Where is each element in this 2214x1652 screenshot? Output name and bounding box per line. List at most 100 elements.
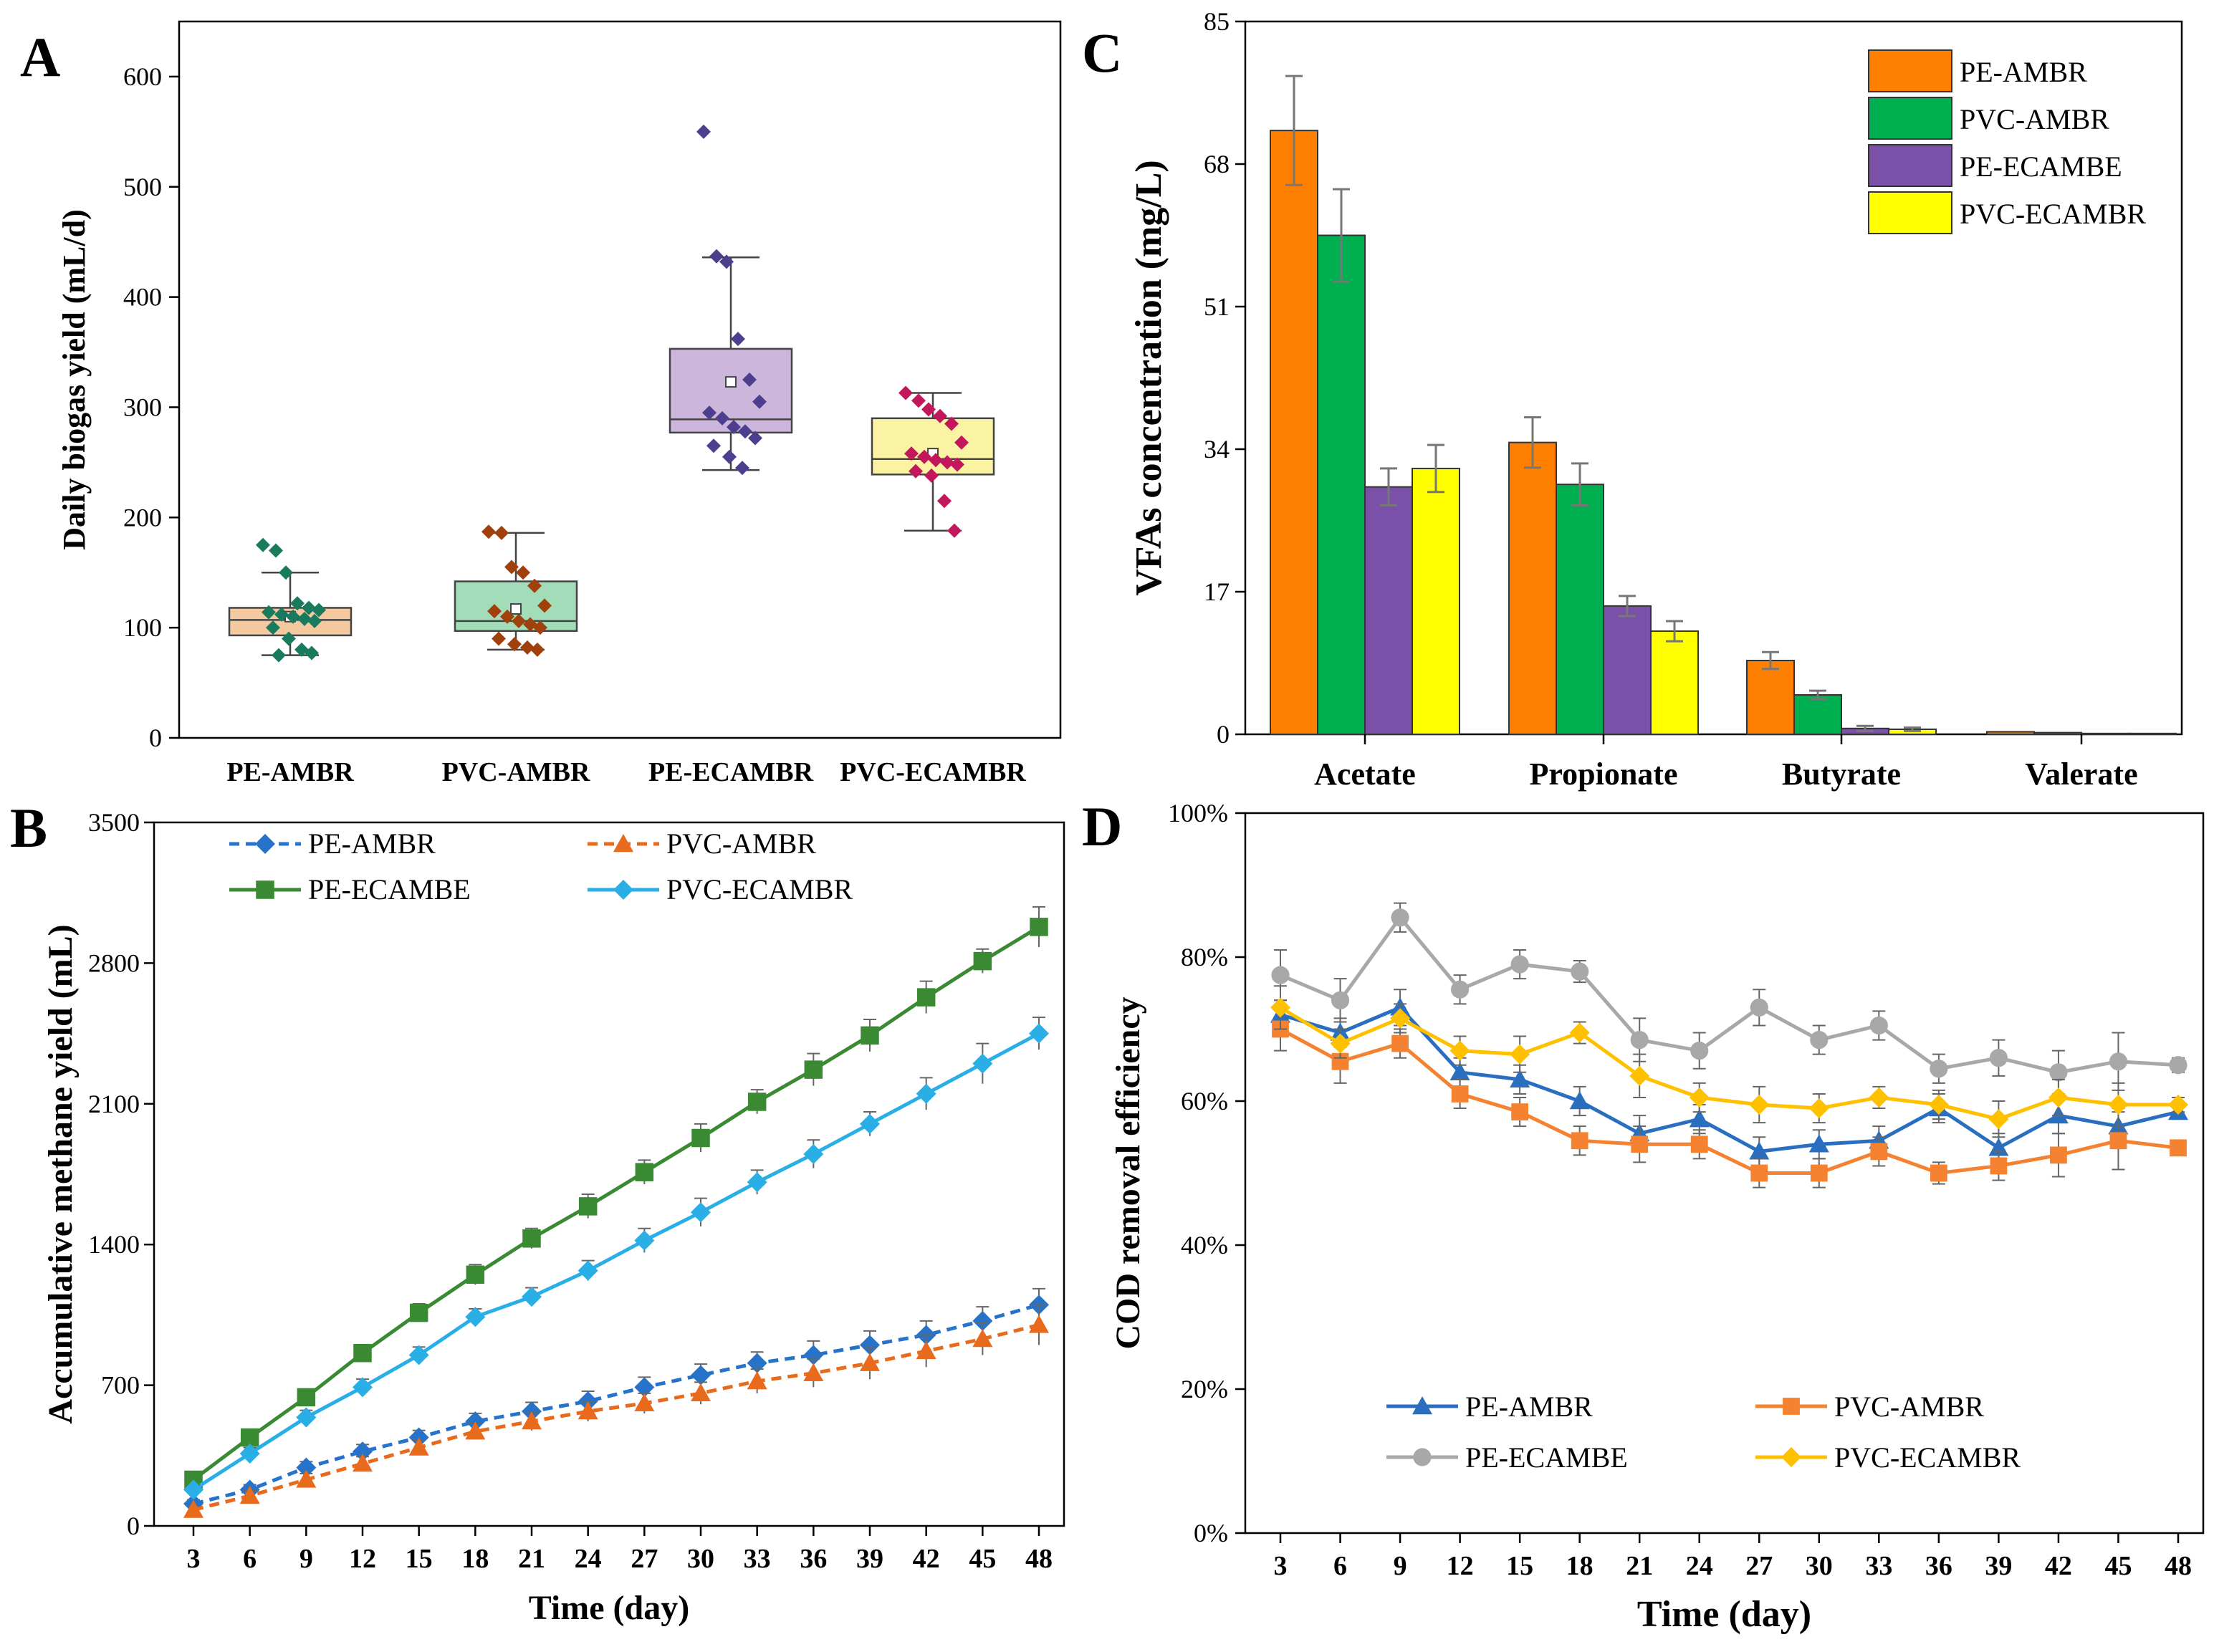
data-point [2108, 1095, 2129, 1115]
data-point [1270, 997, 1290, 1018]
x-tick-label: PE-ECAMBR [648, 757, 814, 787]
y-tick-label: 500 [123, 173, 162, 201]
data-point [803, 1363, 824, 1381]
bar-pvc-ambr-valerate [2033, 731, 2082, 735]
data-point [296, 1469, 317, 1488]
data-point [1989, 1049, 2008, 1067]
data-point [465, 1421, 486, 1440]
panel-label-c: C [1082, 21, 1122, 84]
data-point [500, 609, 514, 624]
data-point [516, 565, 530, 580]
data-point [715, 410, 729, 426]
data-point [916, 1340, 936, 1360]
data-point [921, 402, 936, 417]
x-tick-label: 18 [1566, 1551, 1594, 1581]
y-tick-label: 0% [1194, 1519, 1228, 1547]
x-tick-label: 21 [518, 1544, 545, 1574]
data-point [2109, 1132, 2127, 1150]
y-axis-label: VFAs concentration (mg/L) [1128, 160, 1169, 596]
data-point [1391, 908, 1409, 927]
x-tick-label: Butyrate [1782, 757, 1901, 792]
x-tick-label: 24 [1686, 1551, 1713, 1581]
data-point [1571, 962, 1589, 981]
data-point [904, 446, 919, 461]
data-point [972, 1310, 993, 1331]
x-tick-label: 27 [631, 1544, 658, 1574]
data-point [909, 464, 923, 479]
data-point [2048, 1087, 2069, 1108]
y-tick-label: 68 [1204, 150, 1230, 178]
data-point [1988, 1109, 2009, 1130]
data-point [1869, 1016, 1888, 1035]
data-point [1808, 1134, 1829, 1153]
x-tick-label: 12 [349, 1544, 376, 1574]
legend-marker [255, 834, 275, 854]
data-point [1689, 1109, 1710, 1128]
data-point [1690, 1135, 1708, 1153]
data-point [635, 1163, 654, 1181]
data-point [731, 332, 745, 347]
data-point [522, 1287, 542, 1307]
data-point [691, 1128, 710, 1148]
box-pvc-ambr [454, 524, 578, 657]
data-point [1629, 1065, 1650, 1086]
series-pvc-ecambr [183, 1017, 1049, 1500]
bar-pe-ambr-butyrate [1746, 659, 1795, 735]
legend-label: PE-ECAMBE [1960, 150, 2122, 183]
x-tick-label: 39 [856, 1544, 883, 1574]
y-axis-label: Accumulative methane yield (mL) [42, 924, 80, 1423]
data-point [972, 1329, 993, 1348]
data-point [911, 393, 926, 408]
series-line [192, 1032, 1040, 1492]
data-point [481, 524, 496, 539]
data-point [860, 1113, 880, 1134]
legend-label: PE-AMBR [1960, 56, 2087, 88]
y-tick-label: 100 [123, 613, 162, 642]
y-tick-label: 100% [1168, 799, 1228, 827]
data-point [691, 1365, 711, 1386]
series-pvc-ecambr [1270, 985, 2188, 1138]
data-point [1029, 1023, 1049, 1044]
data-point [1451, 980, 1470, 999]
panel-label-b: B [10, 797, 47, 859]
data-point [1810, 1164, 1828, 1182]
data-point [297, 611, 312, 626]
data-point [272, 648, 286, 663]
data-point [1689, 1087, 1710, 1108]
data-point [530, 642, 545, 657]
data-point [408, 1427, 429, 1448]
data-point [2170, 1139, 2187, 1157]
data-point [522, 1411, 542, 1430]
series-line [1280, 914, 2179, 1075]
data-point [1569, 1091, 1590, 1110]
data-point [2169, 1056, 2187, 1075]
panel-a: 0 100 200 300 400 500 600 Daily biogas yield (m… [57, 20, 1062, 787]
y-tick-label: 80% [1181, 943, 1228, 971]
bar-pvc-ambr-acetate [1317, 234, 1366, 735]
legend-label: PVC-ECAMBR [666, 873, 853, 906]
panel-label-d: D [1082, 795, 1122, 858]
box-mean [725, 376, 737, 388]
data-point [804, 1060, 823, 1079]
data-point [950, 457, 964, 472]
x-tick-label: 15 [406, 1544, 433, 1574]
data-point [803, 1143, 824, 1164]
data-point [861, 1026, 879, 1045]
legend-label: PE-ECAMBE [308, 873, 471, 906]
data-point [747, 1172, 767, 1193]
data-point [282, 631, 296, 646]
y-tick-label: 85 [1204, 7, 1230, 36]
data-point [487, 604, 502, 619]
data-point [307, 613, 322, 628]
series-line [193, 1323, 1040, 1512]
data-point [696, 124, 711, 139]
panel-d: 0%20%40%60%80%100%3 6 9 12 15 18 21 24 27 30 33 36 3… [1109, 799, 2205, 1635]
data-point [1990, 1157, 2008, 1175]
legend-marker [613, 834, 633, 853]
data-point [533, 620, 547, 635]
data-point [353, 1454, 373, 1472]
series-pe-ecambe [184, 906, 1048, 1489]
data-point [466, 1265, 485, 1284]
series-line [193, 1302, 1040, 1506]
plot-frame [153, 821, 1065, 1527]
